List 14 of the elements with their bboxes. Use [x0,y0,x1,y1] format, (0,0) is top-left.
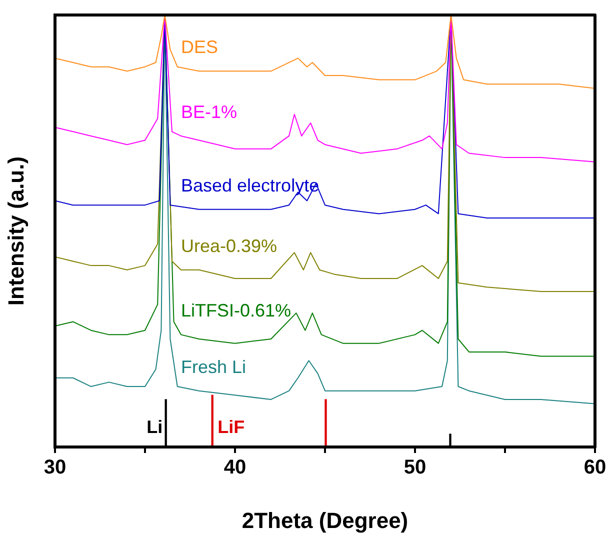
series-label: Based electrolyte [181,175,320,196]
series-label: BE-1% [181,102,238,122]
x-tick-label: 50 [404,456,426,479]
series-label: Li [146,416,163,437]
series-label: Fresh Li [181,356,246,377]
x-axis-title: 2Theta (Degree) [242,508,408,533]
x-tick-label: 60 [584,456,606,479]
series-label: LiTFSI-0.61% [181,300,292,321]
x-tick-label: 30 [44,456,66,479]
x-tick-label: 40 [224,456,246,479]
series-label: LiF [218,416,245,437]
series-label: Urea-0.39% [181,236,278,256]
series-label: DES [181,37,218,58]
y-axis-title: Intensity (a.u.) [3,156,28,306]
